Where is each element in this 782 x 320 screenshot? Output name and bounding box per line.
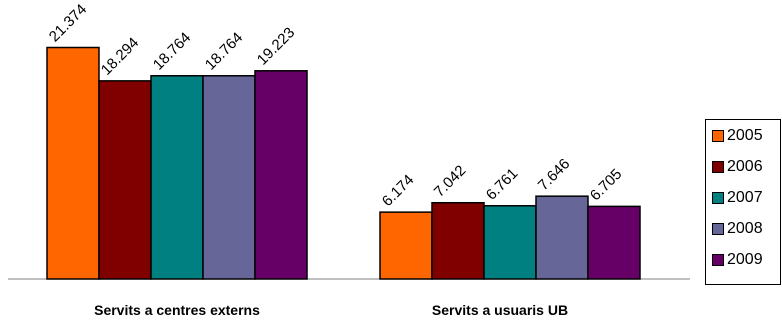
bar-2008-ub [535, 195, 589, 280]
value-label-2008-ub: 7.646 [535, 155, 574, 194]
legend-swatch-2009 [712, 254, 724, 266]
legend-swatch-2007 [712, 192, 724, 204]
value-label-2009-externs: 19.223 [254, 24, 298, 68]
bar-2006-externs [98, 80, 152, 280]
legend-item-2005: 2005 [712, 126, 763, 146]
legend-label-2009: 2009 [727, 251, 763, 268]
value-label-2007-ub: 6.761 [483, 165, 522, 204]
value-label-2006-externs: 18.294 [98, 34, 142, 78]
category-label-ub: Servits a usuaris UB [432, 302, 568, 318]
legend-swatch-2008 [712, 223, 724, 235]
legend-item-2008: 2008 [712, 219, 763, 239]
value-label-2007-externs: 18.764 [150, 29, 194, 73]
legend-swatch-2005 [712, 130, 724, 142]
bar-2005-ub [379, 211, 433, 280]
bar-2009-ub [587, 205, 641, 280]
bar-2009-externs [254, 70, 308, 280]
legend-label-2006: 2006 [727, 158, 763, 175]
bar-2007-externs [150, 75, 204, 280]
bar-2005-externs [46, 46, 100, 280]
legend-label-2008: 2008 [727, 220, 763, 237]
legend-item-2006: 2006 [712, 157, 763, 177]
value-label-2008-externs: 18.764 [202, 29, 246, 73]
value-label-2009-ub: 6.705 [587, 166, 626, 205]
legend-label-2005: 2005 [727, 127, 763, 144]
bar-2008-externs [202, 75, 256, 280]
legend-item-2009: 2009 [712, 250, 763, 270]
legend-label-2007: 2007 [727, 189, 763, 206]
value-label-2005-ub: 6.174 [379, 171, 418, 210]
legend: 2005 2006 2007 2008 2009 [705, 119, 781, 285]
bar-2006-ub [431, 201, 485, 280]
legend-item-2007: 2007 [712, 188, 763, 208]
value-label-2005-externs: 21.374 [46, 1, 90, 45]
bar-2007-ub [483, 205, 537, 280]
legend-swatch-2006 [712, 161, 724, 173]
category-label-externs: Servits a centres externs [94, 302, 260, 318]
value-label-2006-ub: 7.042 [431, 162, 470, 201]
